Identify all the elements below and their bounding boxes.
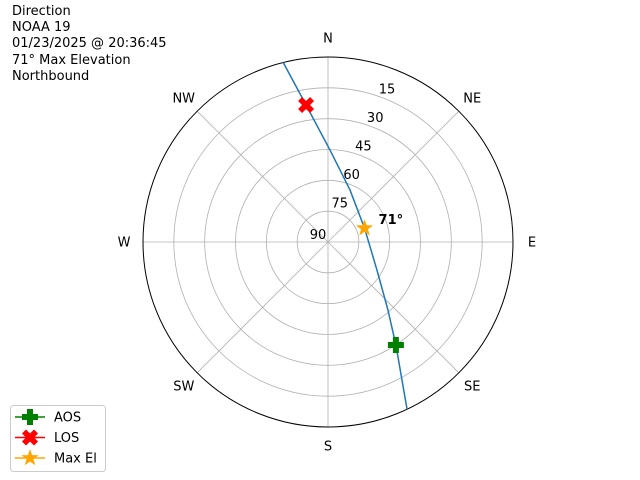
theta-tick-label: E <box>528 236 536 251</box>
title-line: NOAA 19 <box>12 20 71 36</box>
theta-tick-label: SE <box>464 380 480 395</box>
title-line: Direction <box>12 4 71 19</box>
grid-spoke <box>327 110 460 243</box>
grid-spoke <box>327 241 460 374</box>
legend-marker <box>21 449 39 466</box>
legend-frame <box>10 405 106 472</box>
r-tick-label: 60 <box>343 168 360 183</box>
legend-item: LOS <box>15 429 79 446</box>
grid-spoke <box>196 241 329 374</box>
r-tick-label: 75 <box>332 197 349 212</box>
title-line: 71° Max Elevation <box>12 52 131 68</box>
theta-tick-label: N <box>323 32 333 47</box>
theta-tick-label: NW <box>172 91 195 106</box>
legend-label: Max El <box>54 452 97 467</box>
r-tick-label: 30 <box>367 111 384 126</box>
legend-marker <box>22 429 38 446</box>
track-line <box>282 62 408 410</box>
theta-tick-label: W <box>118 236 131 251</box>
legend-label: AOS <box>54 411 81 426</box>
title-line: Northbound <box>12 68 90 84</box>
title-line: 01/23/2025 @ 20:36:45 <box>12 36 167 52</box>
marker-aos <box>387 336 404 353</box>
max-el-annotation: 71° <box>379 213 404 228</box>
legend-item: Max El <box>15 449 97 467</box>
theta-tick-label: SW <box>173 380 194 395</box>
legend: AOS LOS Max El <box>10 405 106 472</box>
grid-spoke <box>196 110 329 243</box>
legend-label: LOS <box>54 431 79 446</box>
marker-max-el <box>355 219 374 236</box>
polar-frame <box>142 56 514 428</box>
legend-marker <box>22 409 38 425</box>
theta-tick-label: NE <box>463 91 481 106</box>
r-tick-label: 15 <box>379 83 396 98</box>
r-tick-label: 90 <box>310 228 327 243</box>
marker-los <box>298 96 315 113</box>
theta-tick-label: S <box>324 440 332 455</box>
legend-item: AOS <box>15 409 81 426</box>
r-tick-label: 45 <box>355 140 372 155</box>
chart-title: Direction NOAA 19 01/23/2025 @ 20:36:45 … <box>12 4 167 85</box>
